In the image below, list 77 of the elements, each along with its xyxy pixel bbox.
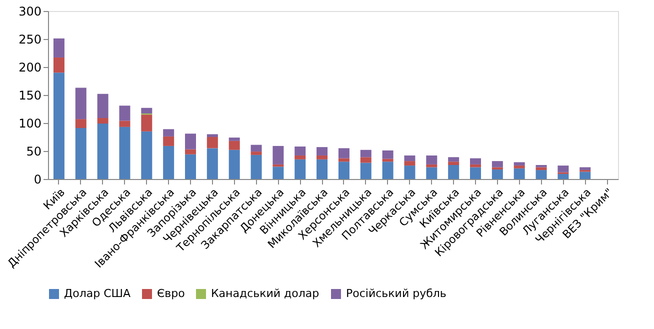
bar — [514, 162, 525, 166]
bar — [206, 134, 218, 137]
y-tick-label: 200 — [18, 60, 42, 74]
legend-label: Канадський долар — [211, 287, 320, 300]
bar — [53, 38, 64, 58]
bar — [206, 137, 218, 148]
bar — [185, 149, 196, 154]
bar — [580, 172, 591, 179]
bar — [448, 165, 460, 179]
bar — [470, 167, 481, 179]
bar — [228, 140, 240, 150]
bar — [119, 120, 130, 127]
bar — [294, 159, 306, 179]
bar — [97, 118, 108, 124]
bar — [404, 166, 416, 179]
bar — [558, 166, 569, 172]
bar — [163, 146, 174, 179]
bar — [360, 157, 372, 163]
bar — [580, 167, 591, 170]
bar — [163, 129, 174, 136]
legend-label: Російський рубль — [346, 287, 446, 300]
bar — [426, 167, 438, 179]
bar — [404, 161, 416, 166]
bar — [206, 148, 218, 179]
bar — [75, 128, 86, 179]
bar — [185, 134, 196, 150]
bar — [141, 131, 152, 179]
y-tick-label: 300 — [18, 4, 42, 18]
bar — [448, 162, 460, 165]
bar — [294, 146, 306, 156]
bar — [426, 155, 438, 164]
bar — [75, 119, 86, 128]
legend-label: Євро — [157, 287, 186, 300]
bar — [492, 161, 503, 168]
y-tick-label: 50 — [26, 144, 42, 158]
bar — [360, 162, 372, 179]
bar — [228, 138, 240, 141]
bar — [558, 174, 569, 179]
bar — [141, 114, 152, 132]
bar — [316, 159, 328, 179]
bar — [272, 166, 284, 179]
bar — [536, 167, 547, 170]
bar — [360, 150, 372, 158]
bar — [448, 157, 460, 162]
bar — [338, 148, 350, 158]
bar — [53, 57, 64, 73]
bar — [536, 170, 547, 179]
y-tick-label: 100 — [18, 116, 42, 130]
bar — [382, 150, 394, 159]
bar — [382, 162, 394, 179]
bar — [316, 147, 328, 156]
bar — [492, 169, 503, 179]
bar — [250, 144, 262, 152]
bar — [185, 154, 196, 179]
bar — [119, 106, 130, 121]
bar — [514, 166, 525, 168]
bar — [141, 108, 152, 114]
bar — [294, 155, 306, 160]
bar — [272, 146, 284, 164]
legend-label: Долар США — [64, 287, 132, 300]
bar — [514, 168, 525, 179]
y-tick-label: 250 — [18, 32, 42, 46]
bar — [404, 155, 416, 162]
bar — [97, 94, 108, 118]
bar — [316, 155, 328, 160]
bar — [119, 126, 130, 179]
bar — [470, 158, 481, 164]
bar — [250, 152, 262, 155]
y-tick-label: 0 — [34, 172, 42, 186]
bar — [228, 150, 240, 179]
bar — [338, 162, 350, 179]
bar — [163, 136, 174, 146]
bar — [75, 88, 86, 120]
bar — [53, 72, 64, 179]
y-tick-label: 150 — [18, 88, 42, 102]
bar — [97, 124, 108, 179]
bar — [250, 154, 262, 179]
